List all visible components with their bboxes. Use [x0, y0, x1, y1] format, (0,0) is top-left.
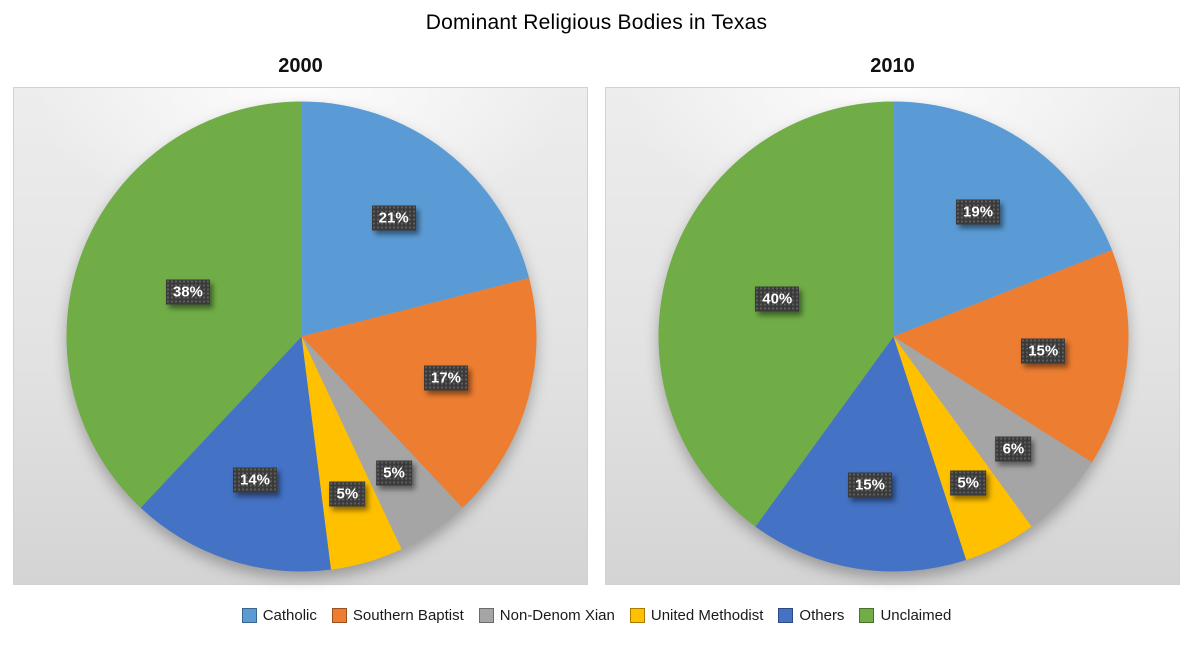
pie-label-others: 14%	[233, 467, 278, 493]
legend-item-southern-baptist: Southern Baptist	[331, 607, 464, 624]
legend-item-catholic: Catholic	[241, 607, 317, 624]
pie-label-united-methodist: 5%	[329, 481, 366, 507]
pie-slice-others	[755, 336, 967, 572]
pie-title-2010: 2010	[870, 55, 915, 77]
legend-label: Others	[799, 607, 845, 624]
chart-title: Dominant Religious Bodies in Texas	[425, 11, 768, 34]
legend-label: Non-Denom Xian	[499, 607, 615, 624]
pie-svg	[66, 101, 537, 572]
pie-label-unclaimed: 40%	[755, 286, 800, 312]
pie-slice-united-methodist	[893, 336, 1032, 560]
legend-item-others: Others	[778, 607, 844, 624]
legend: Catholic Southern Baptist Non-Denom Xian Un…	[0, 607, 1193, 624]
legend-item-united-methodist: United Methodist	[629, 607, 764, 624]
legend-label: Catholic	[262, 607, 317, 624]
pie-slice-non-denom-xian	[893, 336, 1092, 527]
pie-slice-unclaimed	[658, 101, 894, 527]
pie-label-catholic: 19%	[956, 199, 1001, 225]
pie-svg	[658, 101, 1129, 572]
legend-swatch-unclaimed	[859, 608, 875, 623]
legend-swatch-others	[778, 608, 794, 623]
pie-slice-unclaimed	[66, 101, 302, 508]
pie-slice-non-denom-xian	[301, 336, 463, 550]
pie-label-southern-baptist: 17%	[423, 365, 468, 391]
pie-slice-southern-baptist	[301, 278, 537, 508]
pie-label-non-denom-xian: 6%	[995, 436, 1032, 462]
pie-slice-united-methodist	[301, 336, 402, 570]
pie-slice-catholic	[893, 101, 1112, 337]
pie-label-unclaimed: 38%	[165, 279, 210, 304]
legend-item-unclaimed: Unclaimed	[859, 607, 951, 624]
legend-label: Unclaimed	[880, 607, 952, 624]
pie-chart-2010: 2010 19% 15% 6% 5% 15% 40%	[605, 54, 1180, 585]
legend-label: Southern Baptist	[352, 607, 464, 624]
legend-item-non-denom-xian: Non-Denom Xian	[478, 607, 615, 624]
pie-title-2000: 2000	[278, 55, 323, 77]
pie-slice-others	[140, 336, 331, 572]
pie-chart-2000: 2000 21% 17% 5% 5% 14% 38%	[13, 54, 588, 585]
pie-label-catholic: 21%	[371, 205, 416, 231]
pie-label-others: 15%	[847, 472, 892, 498]
pie-panel-2000: 21% 17% 5% 5% 14% 38%	[13, 87, 588, 585]
legend-swatch-united-methodist	[629, 608, 645, 623]
pie-slice-southern-baptist	[893, 249, 1129, 463]
legend-swatch-southern-baptist	[331, 608, 347, 623]
pie-label-southern-baptist: 15%	[1021, 338, 1066, 364]
legend-label: United Methodist	[650, 607, 764, 624]
legend-swatch-catholic	[241, 608, 257, 623]
pie-label-united-methodist: 5%	[950, 470, 987, 496]
pie-label-non-denom-xian: 5%	[376, 460, 412, 486]
legend-swatch-non-denom-xian	[478, 608, 494, 623]
pie-panel-2010: 19% 15% 6% 5% 15% 40%	[605, 87, 1180, 585]
